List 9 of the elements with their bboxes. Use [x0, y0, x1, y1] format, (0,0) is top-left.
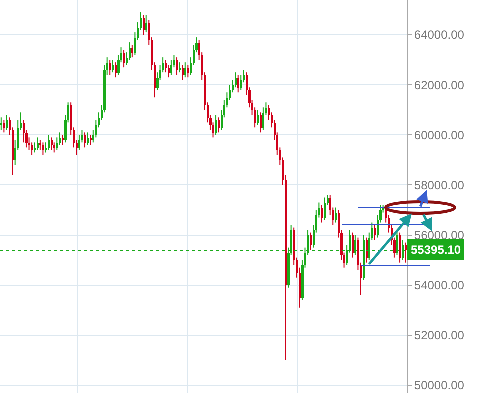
y-tick-label: 62000.00 [414, 78, 465, 92]
y-tick-label: 56000.00 [414, 228, 465, 242]
y-tick-label: 60000.00 [414, 128, 465, 142]
y-tick-label: 50000.00 [414, 378, 465, 393]
y-tick-label: 52000.00 [414, 328, 465, 343]
y-tick-label: 54000.00 [414, 278, 465, 293]
y-tick-label: 64000.00 [414, 28, 465, 42]
ref-line-label: 55395.10 [411, 243, 462, 257]
y-tick-label: 58000.00 [414, 178, 465, 192]
